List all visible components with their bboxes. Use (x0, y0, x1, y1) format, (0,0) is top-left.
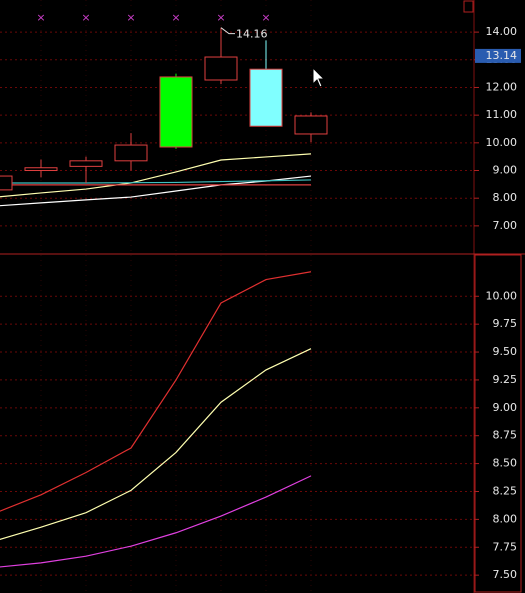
y-tick-label: 8.00 (493, 191, 518, 204)
signal-marker: × (261, 11, 270, 24)
y-tick-label: 10.00 (486, 289, 518, 302)
y-tick-label: 9.50 (493, 345, 518, 358)
annotation: 14.16 (236, 28, 268, 41)
indicator-line (0, 475, 312, 568)
indicator-line (0, 153, 312, 198)
candle-body (69, 160, 103, 167)
corner-icon (463, 0, 474, 13)
signal-marker: × (216, 11, 225, 24)
indicator-line (0, 271, 312, 512)
candle-body (159, 76, 193, 148)
candle-body (0, 175, 13, 191)
candle-body (204, 56, 238, 81)
candle-body (294, 115, 328, 135)
signal-marker: × (126, 11, 135, 24)
signal-marker: × (81, 11, 90, 24)
y-tick-label: 8.75 (493, 429, 518, 442)
indicator-line (0, 348, 312, 541)
signal-marker: × (171, 11, 180, 24)
y-tick-label: 9.75 (493, 317, 518, 330)
indicator-line (0, 175, 312, 207)
y-tick-label: 7.75 (493, 540, 518, 553)
y-tick-label: 7.50 (493, 568, 518, 581)
mouse-cursor (312, 66, 326, 88)
signal-markers: × × × × × × (36, 11, 270, 24)
y-tick-label: 11.00 (486, 108, 518, 121)
last-price-box (475, 48, 521, 63)
y-tick-label: 9.25 (493, 373, 518, 386)
y-tick-label: 8.00 (493, 512, 518, 525)
candle-body (114, 144, 148, 162)
last-price: 13.14 (486, 49, 518, 62)
y-tick-label: 9.00 (493, 164, 518, 177)
y-tick-label: 7.00 (493, 219, 518, 232)
y-tick-label: 10.00 (486, 136, 518, 149)
y-tick-label: 9.00 (493, 401, 518, 414)
y-tick-label: 8.25 (493, 484, 518, 497)
y-tick-label: 8.50 (493, 457, 518, 470)
axis-frame (474, 254, 522, 593)
indicator-line (0, 179, 312, 184)
candle-body (24, 167, 58, 172)
candle-body (249, 68, 283, 127)
annotation-leader (220, 27, 235, 35)
y-tick-label: 14.00 (486, 25, 518, 38)
y-tick-label: 12.00 (486, 80, 518, 93)
signal-marker: × (36, 11, 45, 24)
